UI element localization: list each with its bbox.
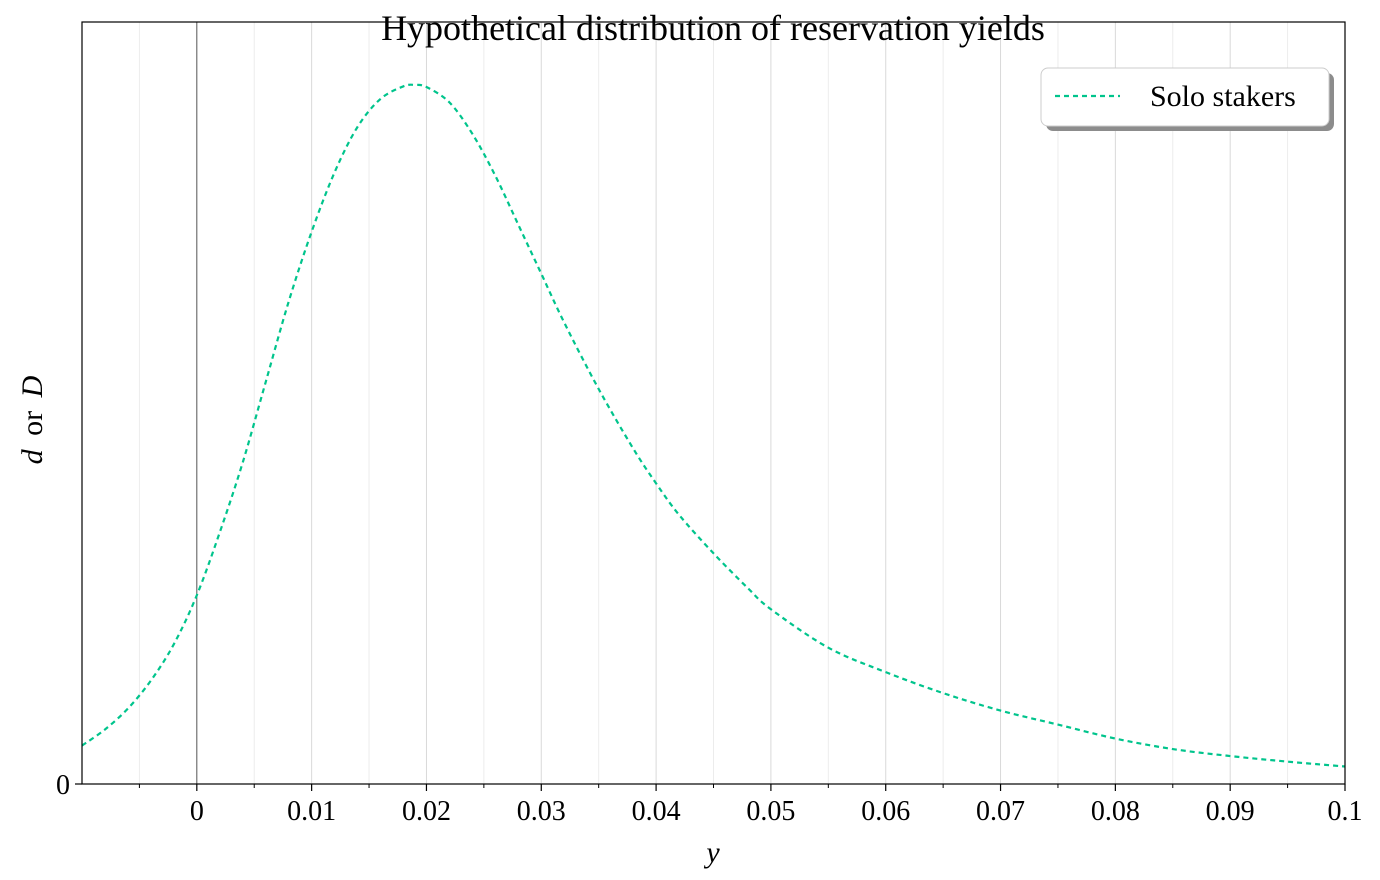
series-layer (81, 83, 1346, 768)
legend: Solo stakers (1040, 67, 1334, 131)
x-tick-label: 0.07 (976, 796, 1025, 827)
x-axis-label: y (703, 836, 720, 869)
x-tick-label: 0.03 (517, 796, 566, 827)
legend-box (1040, 67, 1330, 127)
grid-minor (138, 22, 1289, 784)
y-axis-label-or: or (16, 411, 49, 436)
series-line-solo-stakers (81, 83, 1346, 768)
y-tick-label: 0 (56, 770, 70, 801)
grid-major (311, 22, 1231, 784)
x-tick-label: 0 (190, 796, 204, 827)
x-axis-ticks: 0 0.01 0.02 0.03 0.04 0.05 0.06 0.07 0.08 0.09 0.1 (138, 784, 1363, 827)
x-tick-label: 0.04 (632, 796, 681, 827)
x-tick-label: 0.06 (861, 796, 910, 827)
y-axis-label-var2: D (16, 375, 49, 398)
x-tick-label: 0.08 (1091, 796, 1140, 827)
y-axis-ticks: 0 (56, 770, 82, 801)
x-tick-label: 0.09 (1206, 796, 1255, 827)
legend-label-solo-stakers: Solo stakers (1150, 80, 1296, 113)
x-tick-label: 0.1 (1328, 796, 1363, 827)
x-tick-label: 0.05 (746, 796, 795, 827)
y-axis-label-var1: d (16, 448, 49, 464)
x-tick-label: 0.01 (287, 796, 336, 827)
y-axis-label: d or D (16, 375, 49, 464)
x-tick-label: 0.02 (402, 796, 451, 827)
chart-title: Hypothetical distribution of reservation… (381, 8, 1045, 48)
